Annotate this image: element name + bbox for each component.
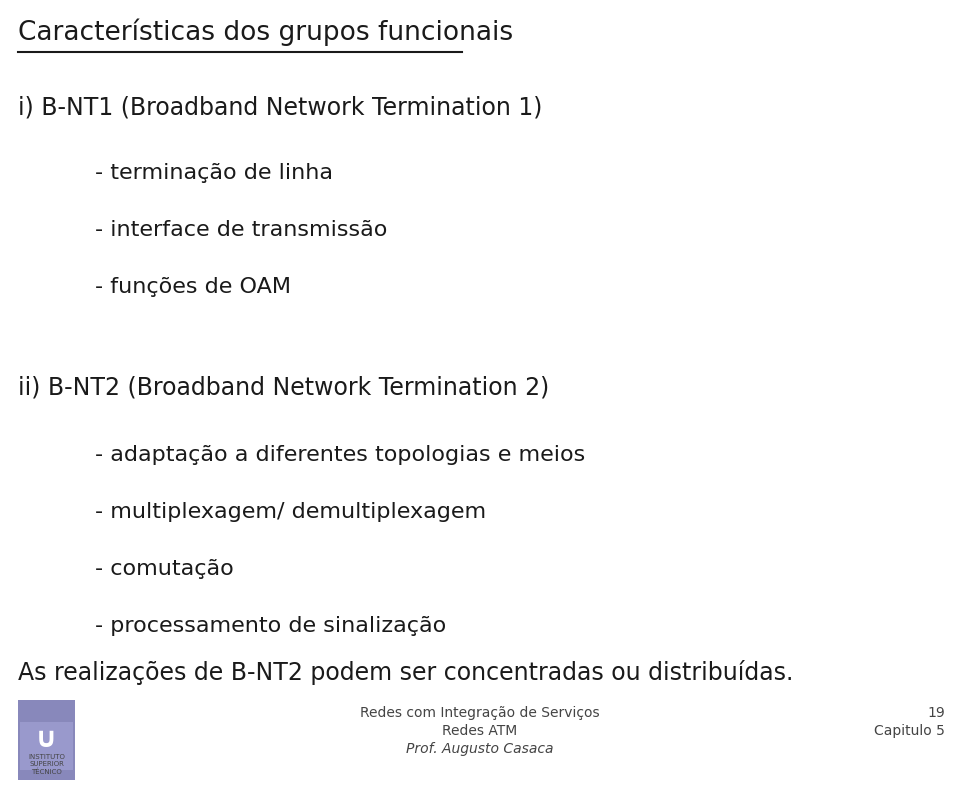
Text: - processamento de sinalização: - processamento de sinalização [95, 616, 446, 636]
Text: ∪: ∪ [36, 725, 58, 753]
Text: - funções de OAM: - funções de OAM [95, 277, 291, 297]
Text: Características dos grupos funcionais: Características dos grupos funcionais [18, 18, 514, 46]
Text: i) B-NT1 (Broadband Network Termination 1): i) B-NT1 (Broadband Network Termination … [18, 95, 542, 119]
Text: ii) B-NT2 (Broadband Network Termination 2): ii) B-NT2 (Broadband Network Termination… [18, 375, 549, 399]
Text: INSTITUTO
SUPERIOR
TÉCNICO: INSTITUTO SUPERIOR TÉCNICO [28, 754, 65, 775]
Text: Redes ATM: Redes ATM [443, 724, 517, 738]
Text: - terminação de linha: - terminação de linha [95, 163, 333, 183]
Bar [20, 722, 73, 770]
Text: As realizações de B-NT2 podem ser concentradas ou distribuídas.: As realizações de B-NT2 podem ser concen… [18, 660, 793, 685]
Text: - interface de transmissão: - interface de transmissão [95, 220, 388, 240]
Text: Capitulo 5: Capitulo 5 [875, 724, 945, 738]
Text: - adaptação a diferentes topologias e meios: - adaptação a diferentes topologias e me… [95, 445, 586, 465]
Text: Prof. Augusto Casaca: Prof. Augusto Casaca [406, 742, 554, 756]
Text: 19: 19 [927, 706, 945, 720]
Text: - multiplexagem/ demultiplexagem: - multiplexagem/ demultiplexagem [95, 502, 486, 522]
Text: Redes com Integração de Serviços: Redes com Integração de Serviços [360, 706, 600, 720]
Text: - comutação: - comutação [95, 559, 233, 579]
Bar [18, 700, 75, 780]
